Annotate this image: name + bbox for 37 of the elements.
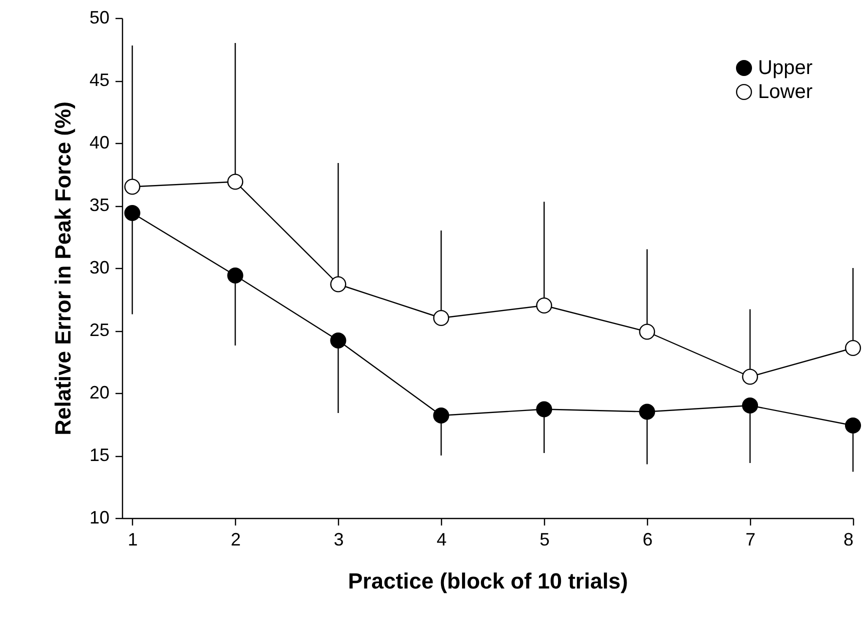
point <box>330 332 346 348</box>
y-tick-label: 35 <box>89 195 110 215</box>
point <box>639 404 656 420</box>
y-tick-label: 20 <box>89 382 110 402</box>
point <box>433 310 450 326</box>
legend-label: Upper <box>758 57 813 79</box>
x-tick-label: 1 <box>128 530 138 550</box>
x-tick-label: 7 <box>746 530 756 550</box>
x-tick-label: 2 <box>230 530 241 550</box>
point <box>433 408 450 424</box>
x-axis-title: Practice (block of 10 trials) <box>348 568 628 594</box>
x-tick-label: 4 <box>436 530 447 550</box>
y-tick-label: 40 <box>89 132 110 152</box>
point <box>742 398 758 414</box>
y-tick-label: 15 <box>89 445 110 465</box>
x-tick-label: 6 <box>642 530 653 550</box>
y-axis-title: Relative Error in Peak Force (%) <box>50 102 76 436</box>
x-tick-label: 3 <box>334 530 344 550</box>
point <box>227 268 244 284</box>
point <box>536 401 552 418</box>
legend-label: Lower <box>758 81 813 103</box>
y-tick-label: 45 <box>89 70 110 90</box>
point <box>742 368 758 385</box>
y-tick-label: 25 <box>89 320 110 340</box>
point <box>124 205 140 221</box>
x-tick-label: 8 <box>843 530 854 550</box>
x-tick-label: 5 <box>540 530 550 550</box>
point <box>844 418 862 434</box>
y-tick-label: 10 <box>89 508 110 528</box>
point <box>844 340 862 356</box>
y-tick-label: 30 <box>89 258 110 278</box>
point <box>639 324 656 340</box>
point <box>227 174 244 190</box>
point <box>330 276 346 292</box>
point <box>124 178 140 195</box>
y-tick-label: 50 <box>89 8 110 28</box>
point <box>536 298 552 314</box>
